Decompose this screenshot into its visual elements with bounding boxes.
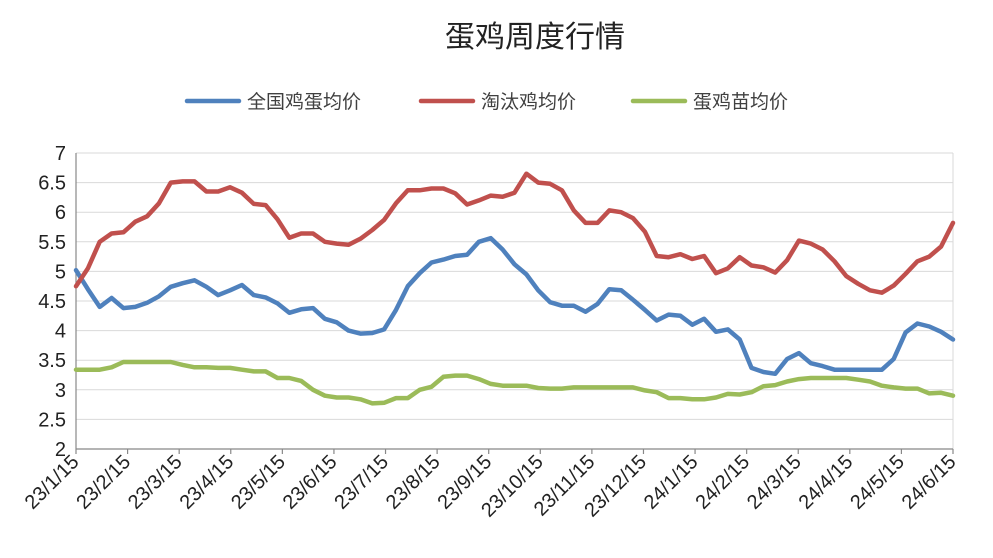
x-tick-label: 23/8/15 [382,451,445,514]
x-tick-label: 23/7/15 [330,451,393,514]
series-line-2 [73,359,956,406]
y-tick-label: 4 [55,321,66,343]
legend-label-0: 全国鸡蛋均价 [247,91,361,113]
y-tick-label: 2 [55,439,66,461]
legend-label-2: 蛋鸡苗均价 [693,91,788,113]
legend: 全国鸡蛋均价 淘汰鸡均价 蛋鸡苗均价 [184,91,788,113]
y-tick-label: 6 [55,202,66,224]
y-tick-label: 5.5 [38,232,66,254]
x-tick-label: 24/6/15 [898,451,961,514]
x-tick-label: 23/2/15 [72,451,135,514]
series-line-1 [73,171,956,295]
x-tick-label: 23/4/15 [176,451,239,514]
x-tick-label: 24/4/15 [795,451,858,514]
x-tick-label: 23/3/15 [124,451,187,514]
x-tick-label: 23/1/15 [21,451,84,514]
x-tick-label: 23/5/15 [227,451,290,514]
legend-label-1: 淘汰鸡均价 [481,91,576,113]
y-tick-label: 4.5 [38,291,66,313]
x-tick-label: 24/5/15 [846,451,909,514]
x-tick-label: 23/6/15 [279,451,342,514]
y-tick-label: 2.5 [38,409,66,431]
x-tick-label: 24/2/15 [691,451,754,514]
series-group [73,171,956,406]
y-tick-label: 7 [55,143,66,165]
y-axis: 2 2.5 3 3.5 4 4.5 5 5.5 6 6.5 7 [38,143,66,461]
y-tick-label: 3 [55,380,66,402]
x-tick-label: 24/1/15 [640,451,703,514]
x-axis: 23/1/1523/2/1523/3/1523/4/1523/5/1523/6/… [21,153,961,522]
y-tick-label: 6.5 [38,173,66,195]
chart-title: 蛋鸡周度行情 [445,20,625,55]
x-tick-label: 24/3/15 [743,451,806,514]
series-line-0 [73,235,956,377]
y-tick-label: 3.5 [38,350,66,372]
gridlines [76,152,954,450]
y-tick-label: 5 [55,261,66,283]
